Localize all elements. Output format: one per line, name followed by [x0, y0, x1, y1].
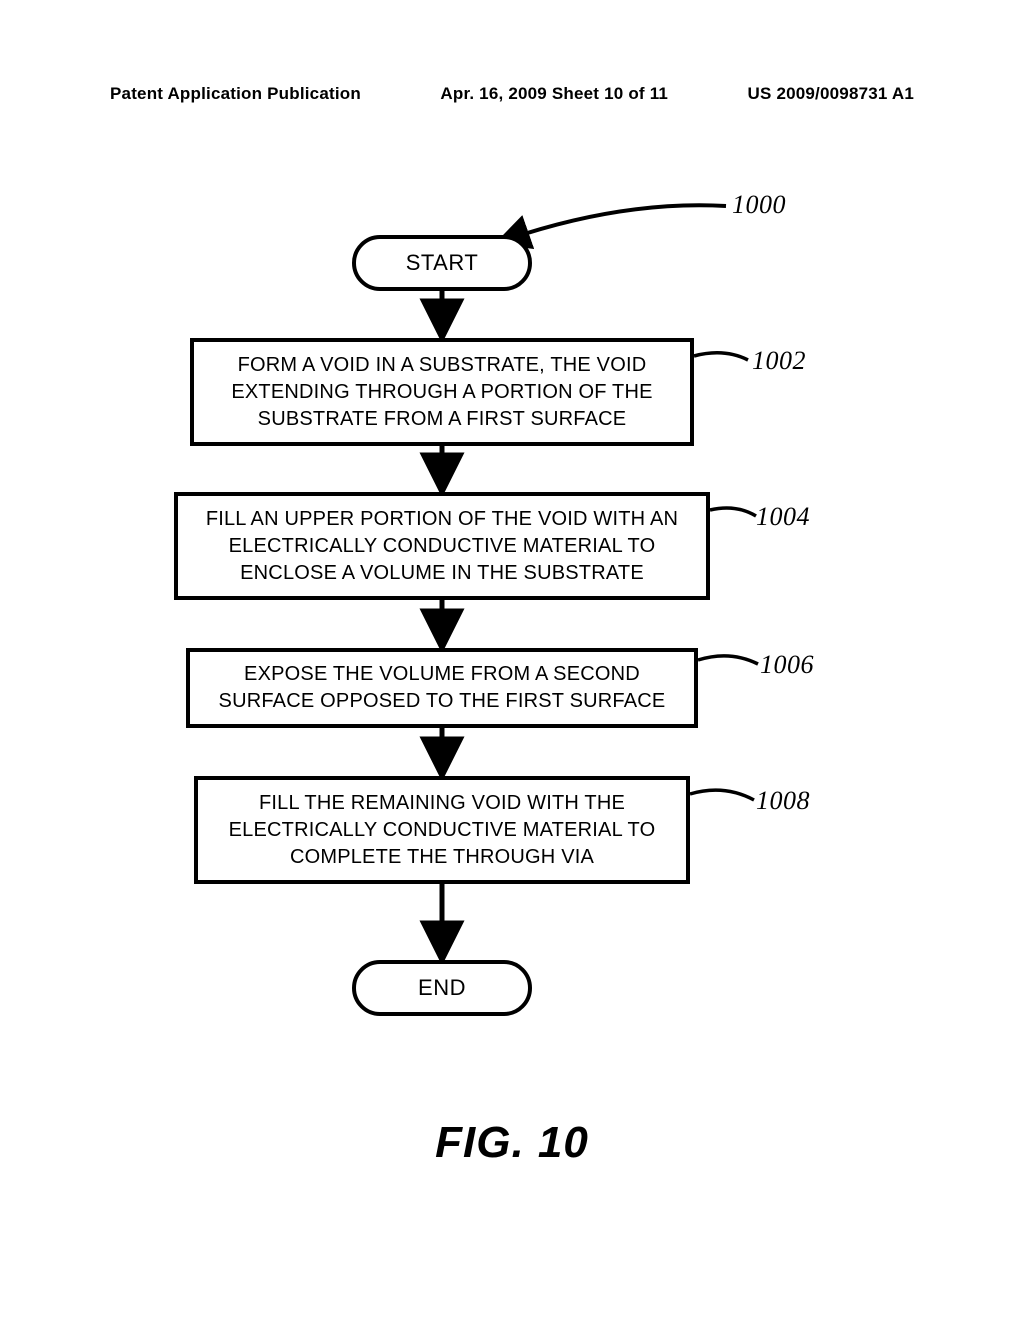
end-node: END [352, 960, 532, 1016]
header-right: US 2009/0098731 A1 [748, 84, 915, 104]
callout-1002: 1002 [752, 346, 806, 376]
process-step-1-label: FORM A VOID IN A SUBSTRATE, THE VOID EXT… [210, 352, 674, 433]
start-node: START [352, 235, 532, 291]
process-step-1: FORM A VOID IN A SUBSTRATE, THE VOID EXT… [190, 338, 694, 446]
process-step-2: FILL AN UPPER PORTION OF THE VOID WITH A… [174, 492, 710, 600]
process-step-2-label: FILL AN UPPER PORTION OF THE VOID WITH A… [194, 506, 690, 587]
process-step-3: EXPOSE THE VOLUME FROM A SECOND SURFACE … [186, 648, 698, 728]
callout-1004: 1004 [756, 502, 810, 532]
figure-label: FIG. 10 [0, 1118, 1024, 1168]
page: Patent Application Publication Apr. 16, … [0, 0, 1024, 1320]
process-step-4-label: FILL THE REMAINING VOID WITH THE ELECTRI… [214, 790, 670, 871]
page-header: Patent Application Publication Apr. 16, … [110, 84, 914, 104]
process-step-4: FILL THE REMAINING VOID WITH THE ELECTRI… [194, 776, 690, 884]
callout-1008: 1008 [756, 786, 810, 816]
flowchart: START FORM A VOID IN A SUBSTRATE, THE VO… [0, 170, 1024, 1070]
callout-1006: 1006 [760, 650, 814, 680]
start-label: START [406, 250, 479, 276]
header-center: Apr. 16, 2009 Sheet 10 of 11 [440, 84, 668, 104]
callout-1000: 1000 [732, 190, 786, 220]
flowchart-connectors [0, 170, 1024, 1070]
end-label: END [418, 975, 466, 1001]
process-step-3-label: EXPOSE THE VOLUME FROM A SECOND SURFACE … [206, 661, 678, 715]
header-left: Patent Application Publication [110, 84, 361, 104]
